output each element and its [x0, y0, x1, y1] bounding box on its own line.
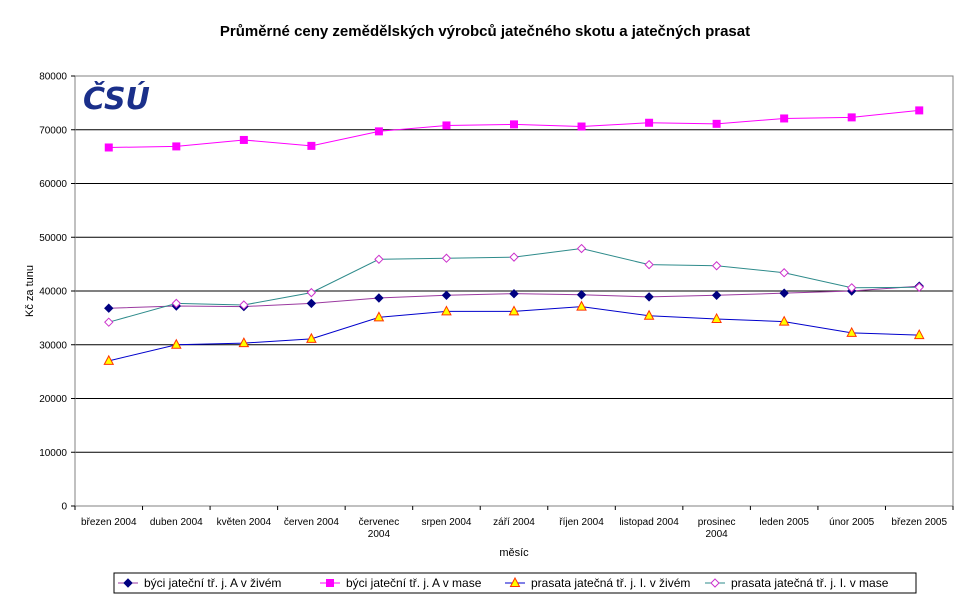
y-tick-label: 30000 — [39, 340, 67, 351]
data-point-s3 — [373, 311, 385, 322]
data-point-s3 — [576, 300, 587, 311]
data-point-s3 — [778, 315, 790, 326]
data-point-s2 — [374, 127, 383, 136]
legend: býci jateční tř. j. A v živém býci jatečn… — [113, 572, 917, 594]
data-point-s4 — [441, 253, 452, 263]
legend-label: prasata jatečná tř. j. I. v živém — [531, 576, 690, 590]
y-tick-label: 10000 — [39, 448, 67, 459]
legend-label: býci jateční tř. j. A v živém — [144, 576, 281, 590]
x-tick-label: prosinec — [698, 517, 736, 528]
legend-label: prasata jatečná tř. j. I. v mase — [731, 576, 889, 590]
chart-title: Průměrné ceny zemědělských výrobců jateč… — [220, 23, 750, 40]
data-point-s1 — [374, 293, 384, 303]
y-tick-label: 70000 — [39, 125, 67, 136]
x-tick-label: březen 2004 — [81, 517, 137, 528]
y-tick-label: 20000 — [39, 394, 67, 405]
data-point-s3 — [170, 338, 182, 349]
legend-swatch-marker — [509, 576, 521, 587]
data-point-s1 — [779, 288, 789, 298]
data-point-s3 — [711, 312, 722, 323]
series-lines — [108, 109, 920, 362]
x-tick-label: září 2004 — [493, 517, 535, 528]
data-point-s2 — [172, 142, 181, 151]
data-point-s2 — [510, 120, 518, 129]
x-tick-label: červenec — [359, 517, 400, 528]
data-point-s4 — [711, 261, 722, 271]
data-point-s4 — [104, 317, 114, 327]
data-point-s4 — [576, 243, 587, 254]
legend-swatch-marker — [710, 578, 720, 588]
series-line-2 — [108, 109, 920, 148]
y-axis-ticks: 0 10000 20000 30000 40000 50000 60000 70000 8000… — [39, 72, 75, 513]
data-point-s2 — [442, 121, 451, 130]
data-point-s4 — [171, 298, 182, 309]
y-tick-label: 0 — [61, 502, 67, 513]
data-point-s3 — [643, 309, 655, 320]
data-point-s1 — [441, 290, 452, 301]
data-point-s3 — [238, 337, 250, 348]
legend-swatch-marker — [326, 579, 334, 587]
data-point-s2 — [577, 122, 586, 131]
y-tick-label: 50000 — [39, 233, 67, 244]
x-tick-label: říjen 2004 — [559, 517, 604, 528]
x-tick-label: listopad 2004 — [619, 517, 679, 528]
data-point-s3 — [103, 354, 115, 365]
gridlines — [74, 76, 953, 507]
x-tick-label: leden 2005 — [759, 517, 809, 528]
data-point-s3 — [846, 326, 858, 337]
data-point-s3 — [508, 305, 520, 316]
data-point-s2 — [307, 141, 316, 150]
x-tick-label: duben 2004 — [150, 517, 203, 528]
data-point-s1 — [644, 292, 654, 302]
x-axis-label: měsíc — [499, 547, 529, 559]
csu-logo-text: ČSÚ — [83, 80, 150, 117]
data-point-s1 — [711, 290, 722, 301]
data-point-s2 — [712, 119, 721, 128]
legend-swatch-marker — [123, 578, 133, 588]
data-point-s2 — [915, 106, 924, 115]
csu-logo: ČSÚ — [83, 80, 150, 117]
y-tick-label: 40000 — [39, 287, 67, 298]
data-point-s4 — [509, 252, 519, 262]
data-point-s3 — [306, 332, 317, 343]
data-point-s2 — [104, 143, 113, 152]
data-point-s3 — [913, 329, 925, 340]
data-point-s2 — [645, 118, 654, 127]
data-point-s4 — [846, 283, 857, 293]
x-tick-label: červen 2004 — [284, 517, 339, 528]
data-point-s1 — [306, 298, 317, 309]
x-tick-label: květen 2004 — [217, 517, 272, 528]
data-point-s1 — [104, 303, 114, 313]
data-point-s4 — [374, 254, 384, 264]
x-tick-label: březen 2005 — [891, 517, 947, 528]
legend-label: býci jateční tř. j. A v mase — [346, 576, 482, 590]
y-tick-label: 80000 — [39, 72, 67, 83]
data-point-s4 — [914, 282, 924, 292]
x-tick-label: 2004 — [705, 529, 728, 540]
data-point-s1 — [576, 290, 587, 300]
x-tick-label: srpen 2004 — [421, 517, 471, 528]
x-tick-label: únor 2005 — [829, 517, 874, 528]
data-point-s1 — [509, 288, 519, 299]
x-axis-ticks: březen 2004 duben 2004 květen 2004 červen 2… — [74, 506, 954, 540]
data-point-s4 — [644, 259, 654, 270]
data-point-s2 — [847, 113, 856, 122]
data-point-s3 — [441, 305, 452, 316]
data-point-s4 — [239, 300, 249, 310]
data-point-s4 — [306, 287, 317, 298]
data-point-s4 — [779, 268, 789, 278]
y-tick-label: 60000 — [39, 179, 67, 190]
y-axis-label: Kč za tunu — [24, 265, 36, 317]
series-markers — [103, 106, 925, 365]
x-tick-label: 2004 — [368, 529, 391, 540]
data-point-s2 — [239, 135, 248, 144]
data-point-s2 — [780, 114, 789, 123]
